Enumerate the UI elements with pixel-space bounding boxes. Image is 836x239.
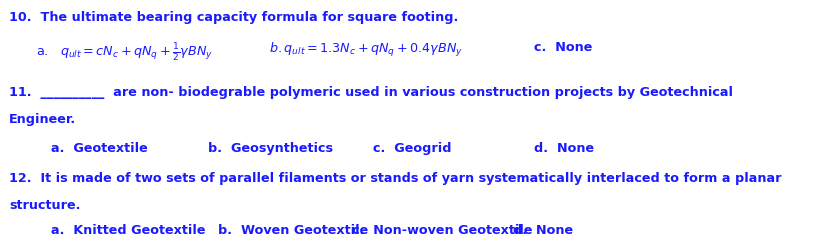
Text: c.  Geogrid: c. Geogrid xyxy=(373,142,451,155)
Text: $\mathbf{\mathit{b.q_{ult} = 1.3N_c + qN_q + 0.4\gamma BN_y}}$: $\mathbf{\mathit{b.q_{ult} = 1.3N_c + qN… xyxy=(257,41,463,59)
Text: d.  None: d. None xyxy=(513,224,573,237)
Text: b.  Geosynthetics: b. Geosynthetics xyxy=(208,142,333,155)
Text: 12.  It is made of two sets of parallel filaments or stands of yarn systematical: 12. It is made of two sets of parallel f… xyxy=(9,172,782,185)
Text: c.  None: c. None xyxy=(534,41,593,54)
Text: c.  Non-woven Geotextile: c. Non-woven Geotextile xyxy=(352,224,533,237)
Text: 11.  __________  are non- biodegrable polymeric used in various construction pro: 11. __________ are non- biodegrable poly… xyxy=(9,86,733,99)
Text: a.  Knitted Geotextile: a. Knitted Geotextile xyxy=(51,224,206,237)
Text: 10.  The ultimate bearing capacity formula for square footing.: 10. The ultimate bearing capacity formul… xyxy=(9,11,458,24)
Text: a.   $\mathbf{\mathit{q_{ult} = cN_c + qN_q + \frac{1}{2}\gamma B N_y}}$: a. $\mathbf{\mathit{q_{ult} = cN_c + qN_… xyxy=(36,41,213,63)
Text: b.  Woven Geotextile: b. Woven Geotextile xyxy=(218,224,369,237)
Text: structure.: structure. xyxy=(9,199,80,212)
Text: Engineer.: Engineer. xyxy=(9,114,76,126)
Text: d.  None: d. None xyxy=(534,142,594,155)
Text: a.  Geotextile: a. Geotextile xyxy=(51,142,148,155)
